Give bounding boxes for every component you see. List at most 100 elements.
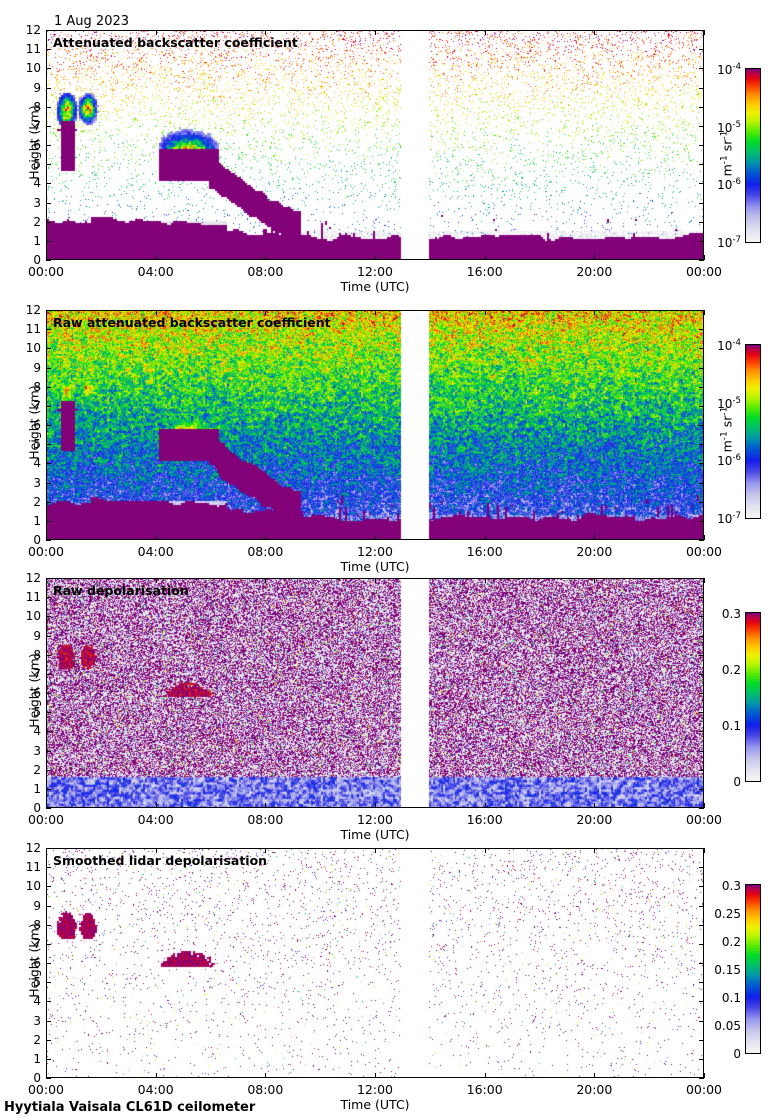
ytick-label: 2 [33,762,41,777]
ytick-mark [46,68,51,70]
xtick-label: 08:00 [247,1082,284,1097]
xtick-mark [375,30,376,35]
heatmap-canvas-raw-depolarisation [47,579,703,807]
colorbar-gradient [746,345,760,518]
xtick-label: 00:00 [685,812,723,827]
xaxis-label: Time (UTC) [340,827,410,842]
ytick-mark [699,386,704,388]
colorbar-raw-depolarisation: 0 0.1 0.2 0.3 [722,607,761,789]
xtick-mark [594,30,596,35]
panel-attenuated-backscatter: Attenuated backscatter coefficient 0 1 2 3 4 5… [26,23,722,294]
ytick-mark [46,145,51,146]
xtick-mark [265,848,267,853]
ytick-mark [699,183,704,185]
xtick-mark [46,578,47,583]
colorbar-tick-label: 10-5 [717,395,741,411]
xtick-mark [265,30,267,35]
ytick-mark [46,616,51,618]
ytick-label: 7 [33,666,41,681]
plot-area-raw-depolarisation[interactable] [46,578,704,808]
ytick-label: 11 [25,860,41,875]
plot-area-smoothed-lidar-depolarisation[interactable] [46,848,704,1078]
ytick-mark [699,1001,704,1003]
ytick-label: 12 [25,303,41,317]
plot-area-raw-attenuated-backscatter[interactable] [46,310,704,540]
heatmap-canvas-attenuated-backscatter [47,31,703,259]
ytick-mark [699,87,704,89]
ytick-mark [46,886,51,888]
ytick-label: 0 [33,801,41,815]
ytick-mark [46,87,51,89]
ytick-mark [699,49,704,51]
colorbar-raw-attenuated-backscatter: 10-7 10-6 10-5 10-4 [717,339,761,526]
ytick-label: 9 [33,360,41,375]
ytick-mark [46,1039,51,1041]
xtick-label: 00:00 [27,544,65,559]
ytick-mark [46,260,51,261]
colorbar-tick-label: 0.2 [721,663,741,677]
xaxis-label: Time (UTC) [340,1097,410,1112]
xtick-mark [594,848,596,853]
colorbar-tick-label: 0.1 [721,719,741,733]
ytick-mark [46,240,51,242]
xtick-mark [375,255,376,260]
ytick-mark [46,405,51,407]
colorbar-attenuated-backscatter: 10-7 10-6 10-5 10-4 [717,63,761,250]
colorbar-tick-label: 0 [733,775,741,789]
ytick-mark [699,848,704,849]
ytick-label: 1 [33,233,41,248]
colorbar-gradient [746,613,760,781]
ytick-mark [46,520,51,522]
ytick-mark [699,329,704,331]
ytick-label: 6 [33,418,41,432]
xtick-mark [594,255,596,260]
colorbar-unit-label-attenuated-backscatter: m-1 sr-1 [719,130,735,176]
xtick-label: 00:00 [685,264,723,279]
xtick-label: 08:00 [247,264,284,279]
ytick-mark [46,712,51,714]
panel-title-attenuated-backscatter: Attenuated backscatter coefficient [53,35,298,50]
ytick-mark [46,348,51,350]
xaxis-label: Time (UTC) [340,279,410,294]
ytick-label: 5 [33,437,41,452]
xtick-label: 04:00 [137,812,174,827]
xtick-mark [155,1073,157,1078]
xtick-mark [594,578,596,583]
ytick-label: 11 [25,322,41,337]
xtick-label: 00:00 [685,544,723,559]
ytick-label: 2 [33,1032,41,1047]
xtick-mark [594,803,596,808]
xtick-mark [155,848,157,853]
ytick-label: 3 [33,475,41,490]
ytick-mark [699,405,704,407]
xtick-mark [484,310,486,315]
ytick-label: 0 [33,253,41,267]
ytick-mark [46,310,51,311]
colorbar-tick-label: 0.3 [721,607,741,621]
ytick-mark [699,963,704,964]
ytick-mark [46,673,51,675]
xtick-mark [46,255,47,260]
ytick-mark [699,905,704,907]
ytick-label: 2 [33,214,41,229]
panel-title-raw-depolarisation: Raw depolarisation [53,583,189,598]
ytick-mark [699,693,704,694]
plot-area-attenuated-backscatter[interactable] [46,30,704,260]
ytick-mark [699,540,704,541]
ytick-mark [699,597,704,599]
ytick-mark [699,367,704,369]
date-label: 1 Aug 2023 [54,14,130,29]
heatmap-canvas-smoothed-lidar-depolarisation [47,849,703,1077]
ytick-mark [699,578,704,579]
xtick-mark [484,1073,486,1078]
colorbar-gradient [746,885,760,1053]
ytick-mark [699,240,704,242]
ytick-label: 4 [33,724,41,739]
xtick-mark [484,803,486,808]
ytick-mark [699,769,704,771]
xtick-mark [46,803,47,808]
ytick-mark [46,30,51,31]
ytick-label: 4 [33,456,41,471]
ytick-mark [699,635,704,637]
ytick-label: 10 [25,609,41,624]
